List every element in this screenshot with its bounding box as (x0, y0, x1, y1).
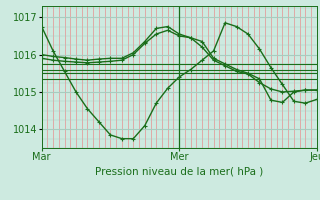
X-axis label: Pression niveau de la mer( hPa ): Pression niveau de la mer( hPa ) (95, 166, 263, 176)
